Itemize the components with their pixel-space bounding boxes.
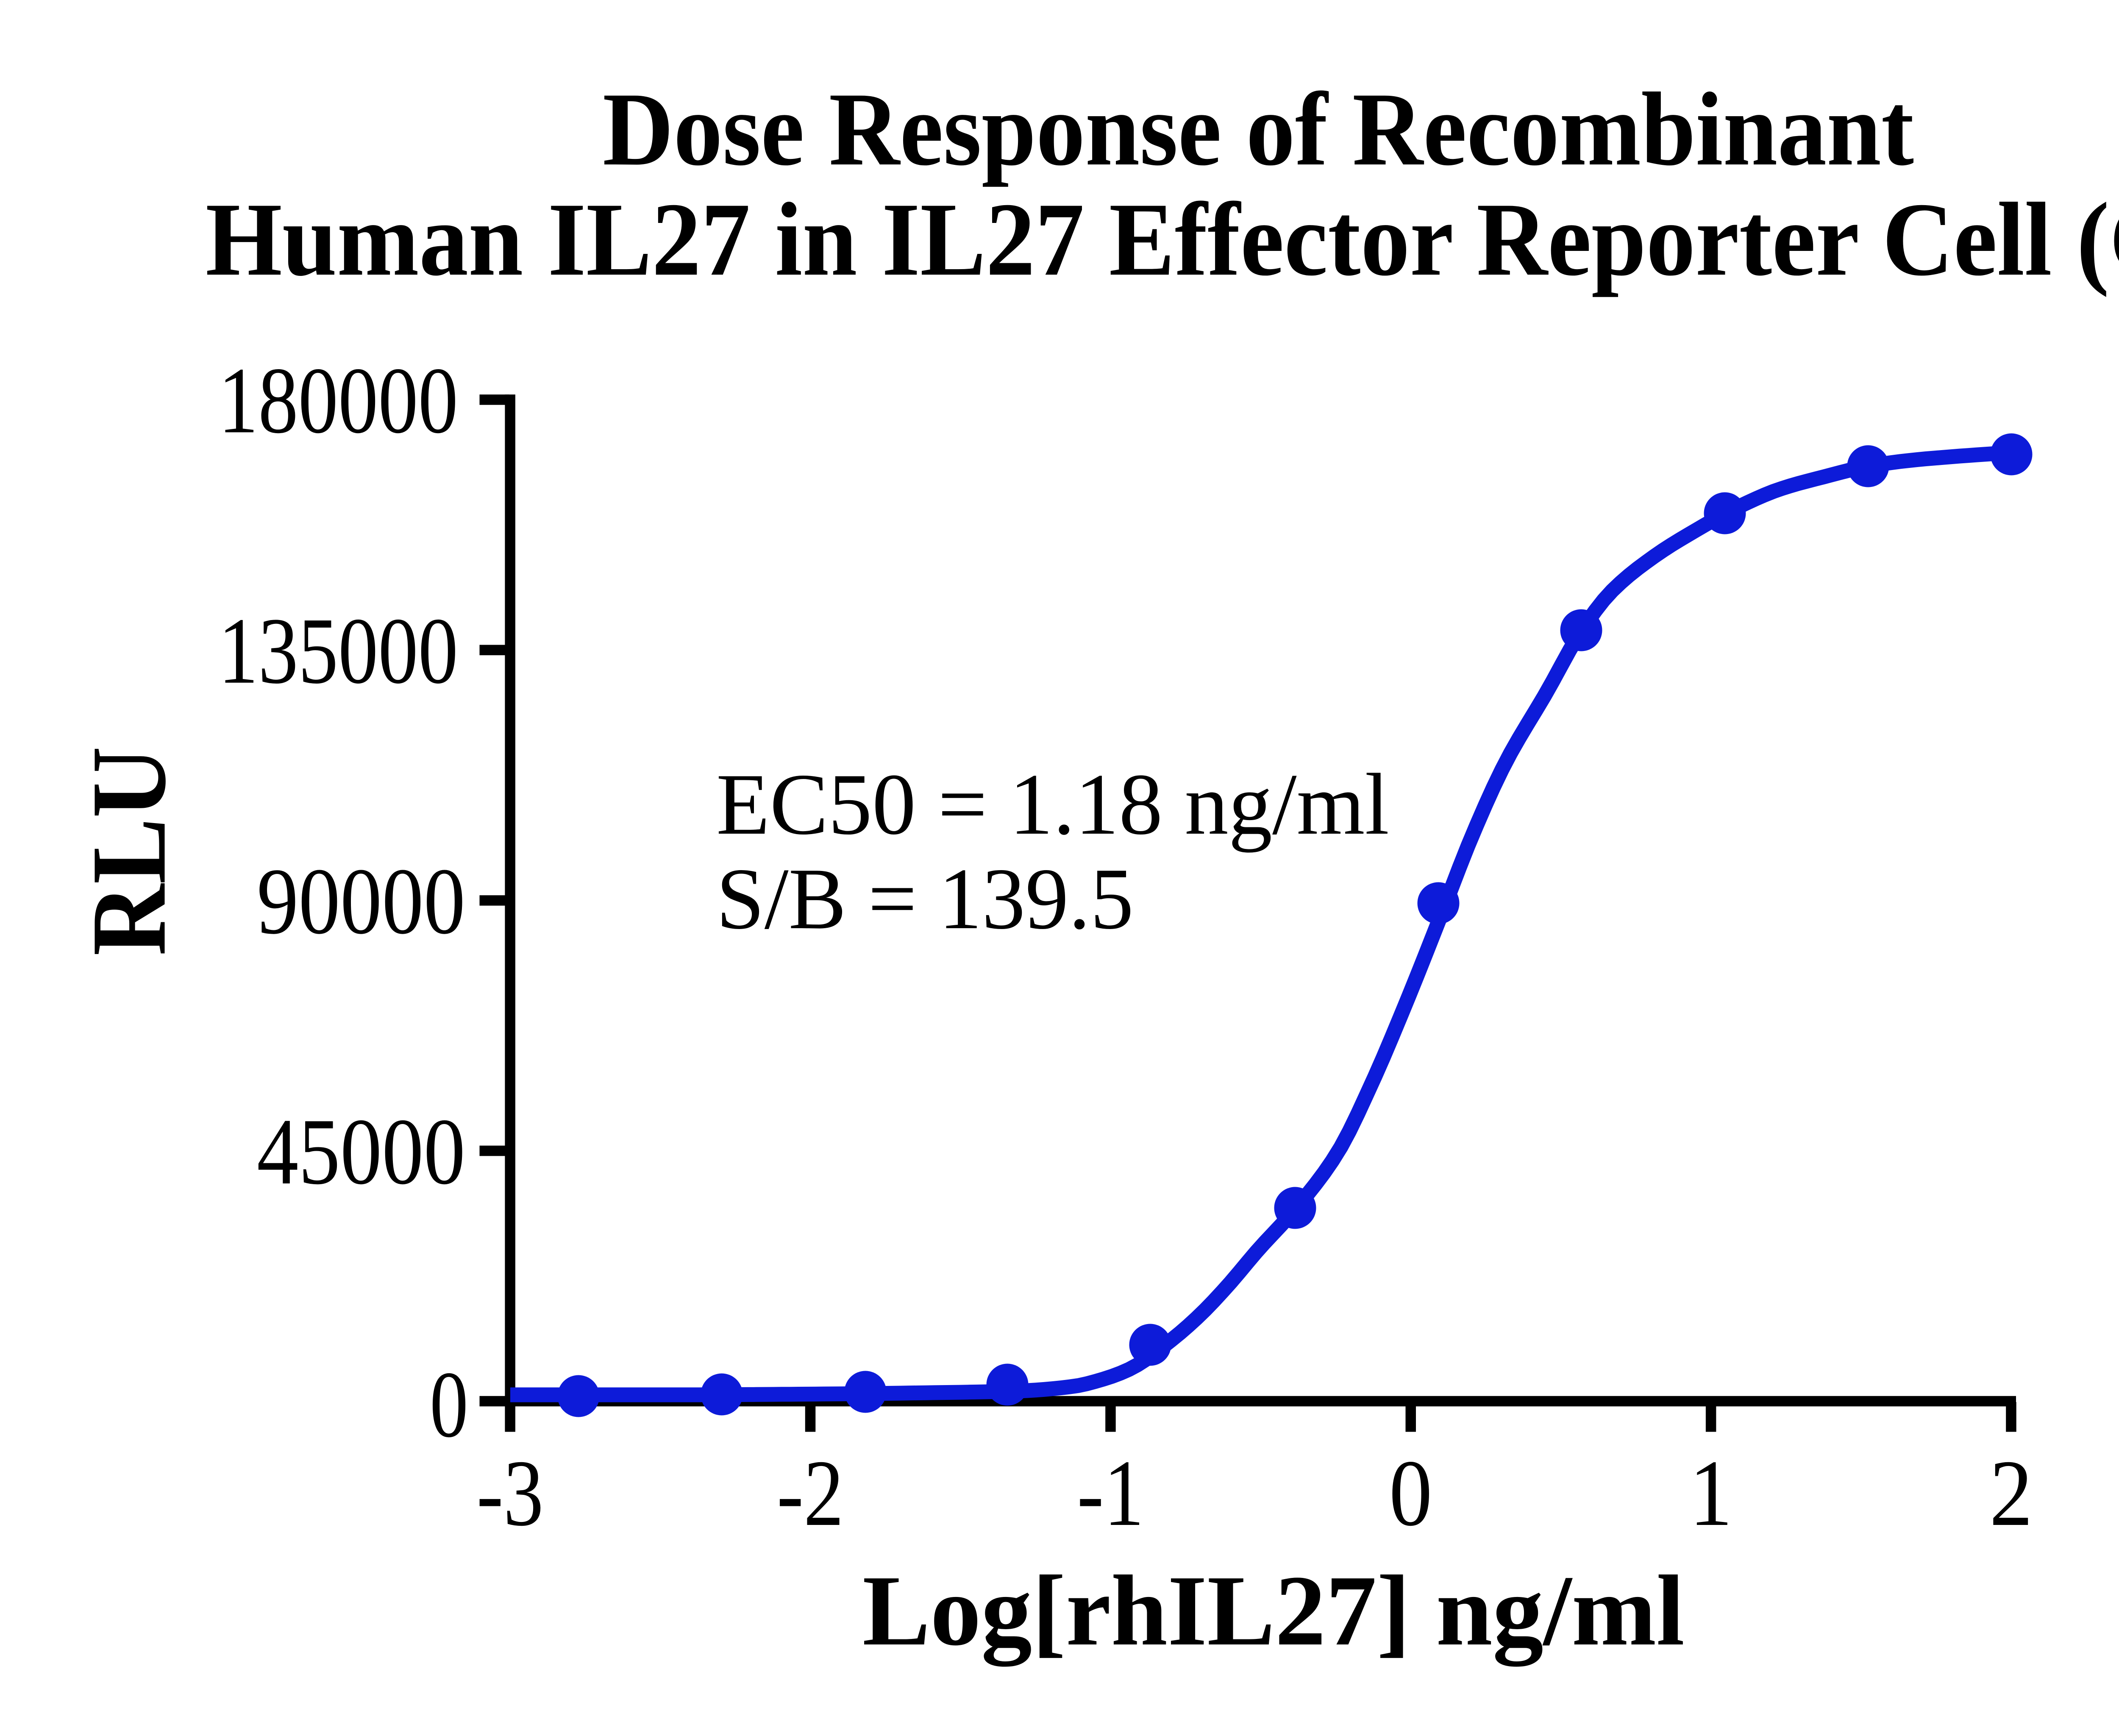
svg-text:-3: -3 xyxy=(477,1441,544,1546)
svg-text:0: 0 xyxy=(1389,1441,1432,1546)
svg-text:2: 2 xyxy=(1989,1441,2033,1546)
svg-text:45000: 45000 xyxy=(257,1099,465,1204)
svg-text:Log[rhIL27] ng/ml: Log[rhIL27] ng/ml xyxy=(862,1555,1685,1666)
svg-text:RLU: RLU xyxy=(70,746,188,956)
svg-text:90000: 90000 xyxy=(257,849,465,954)
svg-text:0: 0 xyxy=(430,1352,468,1457)
svg-text:Dose Response of Recombinant: Dose Response of Recombinant xyxy=(603,71,1914,187)
svg-text:180000: 180000 xyxy=(218,348,458,453)
svg-text:-2: -2 xyxy=(777,1441,844,1546)
svg-text:S/B = 139.5: S/B = 139.5 xyxy=(716,850,1134,947)
svg-text:Human IL27 in IL27 Effector Re: Human IL27 in IL27 Effector Reporter Cel… xyxy=(206,181,2119,298)
svg-text:1: 1 xyxy=(1689,1441,1732,1546)
svg-text:EC50 = 1.18 ng/ml: EC50 = 1.18 ng/ml xyxy=(716,756,1389,853)
svg-text:-1: -1 xyxy=(1077,1441,1144,1546)
svg-text:135000: 135000 xyxy=(218,598,458,704)
